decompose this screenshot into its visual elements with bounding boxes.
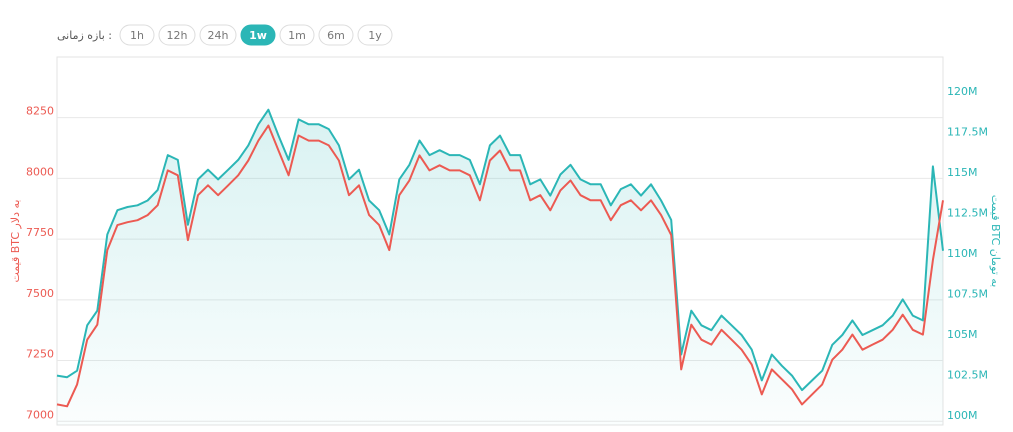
y-tick-label: 7250 bbox=[26, 348, 54, 361]
y2-axis-label: قیمت BTC به تومان bbox=[989, 195, 1002, 288]
range-button-label[interactable]: 24h bbox=[208, 29, 229, 42]
range-button[interactable] bbox=[119, 24, 155, 46]
range-button[interactable] bbox=[199, 24, 237, 46]
range-button-label[interactable]: 1w bbox=[249, 29, 267, 42]
y2-tick-label: 100M bbox=[947, 409, 978, 422]
y2-tick-label: 110M bbox=[947, 247, 978, 260]
range-button-label[interactable]: 1y bbox=[368, 29, 382, 42]
range-button[interactable] bbox=[158, 24, 196, 46]
range-button[interactable] bbox=[279, 24, 315, 46]
range-button-label[interactable]: 1m bbox=[288, 29, 306, 42]
y-axis-label: قیمت BTC به دلار bbox=[9, 200, 22, 283]
y-tick-label: 7750 bbox=[26, 226, 54, 239]
range-button[interactable] bbox=[357, 24, 393, 46]
range-button-label[interactable]: 6m bbox=[327, 29, 345, 42]
y2-tick-label: 112.5M bbox=[947, 206, 988, 219]
y-tick-label: 8250 bbox=[26, 105, 54, 118]
y-tick-label: 7500 bbox=[26, 287, 54, 300]
area bbox=[57, 109, 943, 425]
range-button[interactable] bbox=[318, 24, 354, 46]
range-button-label[interactable]: 12h bbox=[167, 29, 188, 42]
range-label: بازه زمانی : bbox=[57, 29, 112, 42]
y2-tick-label: 115M bbox=[947, 166, 978, 179]
range-button[interactable] bbox=[240, 24, 276, 46]
range-button-label[interactable]: 1h bbox=[130, 29, 144, 42]
line bbox=[56, 108, 944, 392]
y2-tick-label: 102.5M bbox=[947, 369, 988, 382]
y2-tick-label: 107.5M bbox=[947, 287, 988, 300]
y-tick-label: 7000 bbox=[26, 408, 54, 421]
line bbox=[56, 124, 944, 408]
y2-tick-label: 105M bbox=[947, 328, 978, 341]
y2-tick-label: 117.5M bbox=[947, 125, 988, 138]
y2-tick-label: 120M bbox=[947, 85, 978, 98]
y-tick-label: 8000 bbox=[26, 165, 54, 178]
